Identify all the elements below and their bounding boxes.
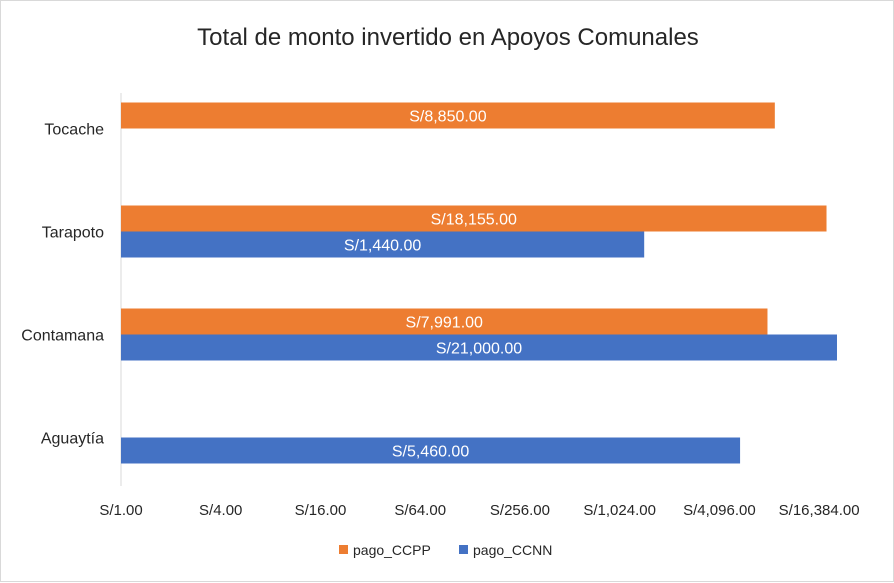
- x-tick-label: S/16,384.00: [779, 502, 860, 519]
- bar-pago-ccnn-aguaytia: [121, 437, 741, 464]
- bar-pago-ccnn-tarapoto: [121, 231, 645, 258]
- x-tick-label: S/4.00: [199, 502, 242, 519]
- bar-pago-ccpp-contamana: [121, 308, 768, 335]
- category-label-tocache: Tocache: [44, 122, 104, 139]
- category-label-aguaytia: Aguaytía: [41, 431, 104, 448]
- data-label-pago-ccnn-tarapoto: S/1,440.00: [344, 238, 422, 255]
- x-tick-label: S/1,024.00: [583, 502, 656, 519]
- x-tick-label: S/16.00: [295, 502, 347, 519]
- bar-pago-ccnn-contamana: [121, 334, 837, 361]
- legend: pago_CCPP pago_CCNN: [339, 542, 552, 558]
- x-tick-label: S/256.00: [490, 502, 550, 519]
- category-label-contamana: Contamana: [21, 328, 104, 345]
- bar-pago-ccpp-tocache: [121, 102, 775, 129]
- bar-pago-ccpp-tarapoto: [121, 205, 827, 232]
- x-tick-label: S/64.00: [394, 502, 446, 519]
- x-tick-label: S/1.00: [99, 502, 142, 519]
- category-label-tarapoto: Tarapoto: [42, 225, 104, 242]
- bars-group: S/8,850.00 S/18,155.00 S/1,440.00 S/7,991.0…: [121, 102, 837, 464]
- data-label-pago-ccpp-tarapoto: S/18,155.00: [431, 212, 517, 229]
- legend-label-pago-ccnn: pago_CCNN: [473, 542, 552, 558]
- chart-title: Total de monto invertido en Apoyos Comun…: [197, 24, 699, 51]
- x-tick-label: S/4,096.00: [683, 502, 756, 519]
- legend-swatch-pago-ccpp: [339, 545, 348, 554]
- legend-swatch-pago-ccnn: [459, 545, 468, 554]
- legend-label-pago-ccpp: pago_CCPP: [353, 542, 431, 558]
- data-label-pago-ccnn-aguaytia: S/5,460.00: [392, 444, 470, 461]
- category-labels: Tocache Tarapoto Contamana Aguaytía: [21, 122, 104, 448]
- data-label-pago-ccpp-contamana: S/7,991.00: [406, 315, 484, 332]
- data-label-pago-ccnn-contamana: S/21,000.00: [436, 341, 522, 358]
- x-tick-labels: S/1.00 S/4.00 S/16.00 S/64.00 S/256.00 S/1,02…: [99, 502, 859, 519]
- data-label-pago-ccpp-tocache: S/8,850.00: [409, 109, 487, 126]
